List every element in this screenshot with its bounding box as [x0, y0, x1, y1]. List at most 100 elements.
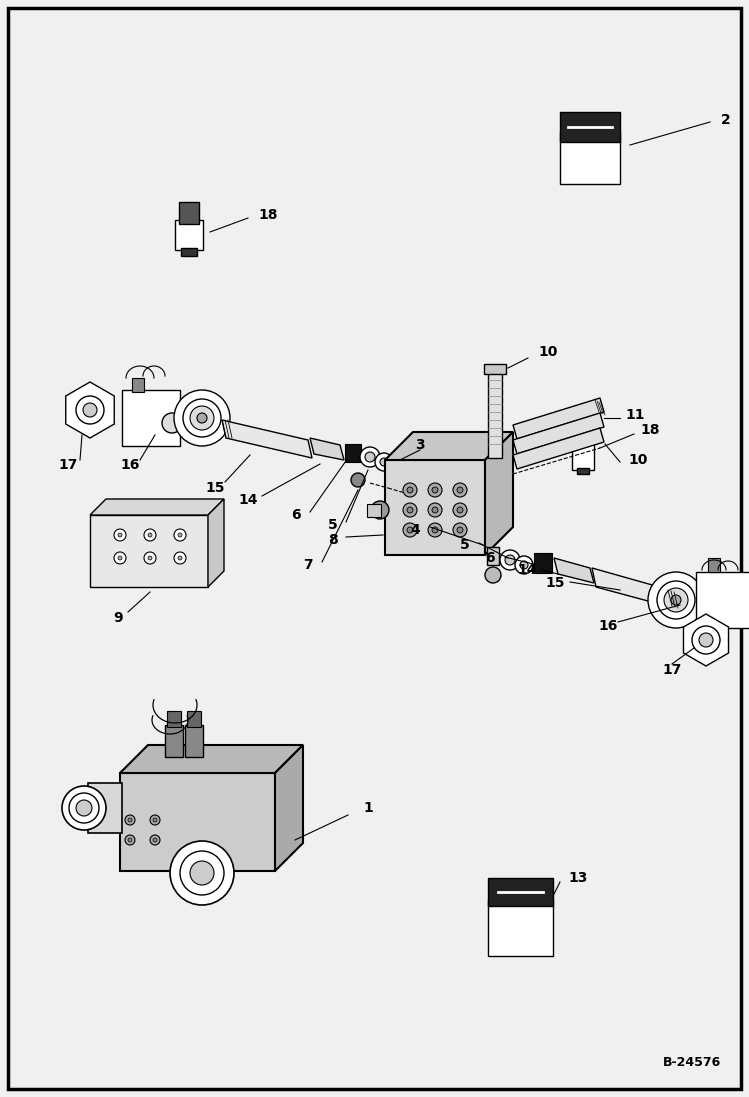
Text: 16: 16 [121, 459, 139, 472]
Circle shape [380, 459, 388, 466]
Circle shape [453, 504, 467, 517]
Circle shape [170, 841, 234, 905]
Bar [167, 711, 181, 727]
Text: 2: 2 [721, 113, 731, 127]
Text: 9: 9 [113, 611, 123, 625]
Polygon shape [592, 568, 674, 608]
Circle shape [428, 483, 442, 497]
Circle shape [351, 473, 365, 487]
Text: 8: 8 [328, 533, 338, 547]
Text: 7: 7 [303, 558, 313, 572]
Circle shape [360, 446, 380, 467]
Text: 5: 5 [460, 538, 470, 552]
Bar [179, 202, 199, 224]
Circle shape [190, 861, 214, 885]
Polygon shape [385, 432, 513, 460]
Bar [488, 370, 502, 459]
Polygon shape [275, 745, 303, 871]
Bar [175, 220, 203, 250]
Circle shape [407, 527, 413, 533]
Circle shape [520, 561, 528, 569]
Circle shape [180, 851, 224, 895]
Circle shape [148, 533, 152, 538]
Bar [185, 725, 203, 757]
Circle shape [83, 403, 97, 417]
Circle shape [197, 412, 207, 423]
Text: 18: 18 [640, 423, 660, 437]
Bar [487, 547, 499, 565]
Text: 14: 14 [518, 563, 537, 577]
Polygon shape [513, 428, 604, 470]
Circle shape [428, 523, 442, 538]
Text: 14: 14 [238, 493, 258, 507]
Circle shape [148, 556, 152, 559]
Circle shape [457, 527, 463, 533]
Text: 17: 17 [662, 663, 682, 677]
Bar [560, 132, 620, 184]
Circle shape [69, 793, 99, 823]
Text: 15: 15 [205, 480, 225, 495]
Circle shape [500, 550, 520, 570]
Bar [488, 900, 553, 955]
Circle shape [153, 838, 157, 842]
Circle shape [114, 529, 126, 541]
Polygon shape [684, 614, 729, 666]
Text: 11: 11 [625, 408, 645, 422]
Circle shape [118, 533, 122, 538]
Bar [120, 773, 275, 871]
Circle shape [485, 567, 501, 583]
Text: 3: 3 [415, 438, 425, 452]
Circle shape [648, 572, 704, 627]
Circle shape [150, 815, 160, 825]
Circle shape [671, 595, 681, 606]
Circle shape [428, 504, 442, 517]
Bar [132, 378, 144, 392]
Bar [345, 444, 361, 462]
Circle shape [128, 838, 132, 842]
Bar [488, 878, 553, 906]
Circle shape [432, 487, 438, 493]
Circle shape [118, 556, 122, 559]
Circle shape [190, 406, 214, 430]
Circle shape [432, 507, 438, 513]
Circle shape [505, 555, 515, 565]
Polygon shape [208, 499, 224, 587]
Circle shape [76, 800, 92, 816]
Text: 18: 18 [258, 208, 278, 222]
Circle shape [365, 452, 375, 462]
Circle shape [457, 487, 463, 493]
Polygon shape [513, 412, 604, 454]
Circle shape [403, 483, 417, 497]
Polygon shape [513, 398, 604, 439]
Circle shape [657, 581, 695, 619]
Circle shape [174, 391, 230, 446]
Circle shape [407, 507, 413, 513]
Circle shape [178, 556, 182, 559]
Circle shape [144, 552, 156, 564]
Polygon shape [310, 438, 344, 460]
Bar [534, 553, 552, 573]
Text: 16: 16 [598, 619, 618, 633]
Circle shape [453, 523, 467, 538]
Bar [385, 460, 485, 555]
Circle shape [183, 399, 221, 437]
Circle shape [128, 818, 132, 822]
Bar [560, 112, 620, 142]
Bar [575, 430, 591, 444]
Circle shape [375, 453, 393, 471]
Bar [572, 440, 594, 470]
Bar [88, 783, 122, 833]
Circle shape [403, 523, 417, 538]
Text: 13: 13 [568, 871, 588, 885]
Text: 6: 6 [291, 508, 301, 522]
Circle shape [174, 552, 186, 564]
Circle shape [125, 815, 135, 825]
Bar [484, 364, 506, 374]
Bar [696, 572, 749, 627]
Circle shape [453, 483, 467, 497]
Circle shape [150, 835, 160, 845]
Circle shape [457, 507, 463, 513]
Circle shape [407, 487, 413, 493]
Text: 10: 10 [539, 344, 558, 359]
Circle shape [153, 818, 157, 822]
